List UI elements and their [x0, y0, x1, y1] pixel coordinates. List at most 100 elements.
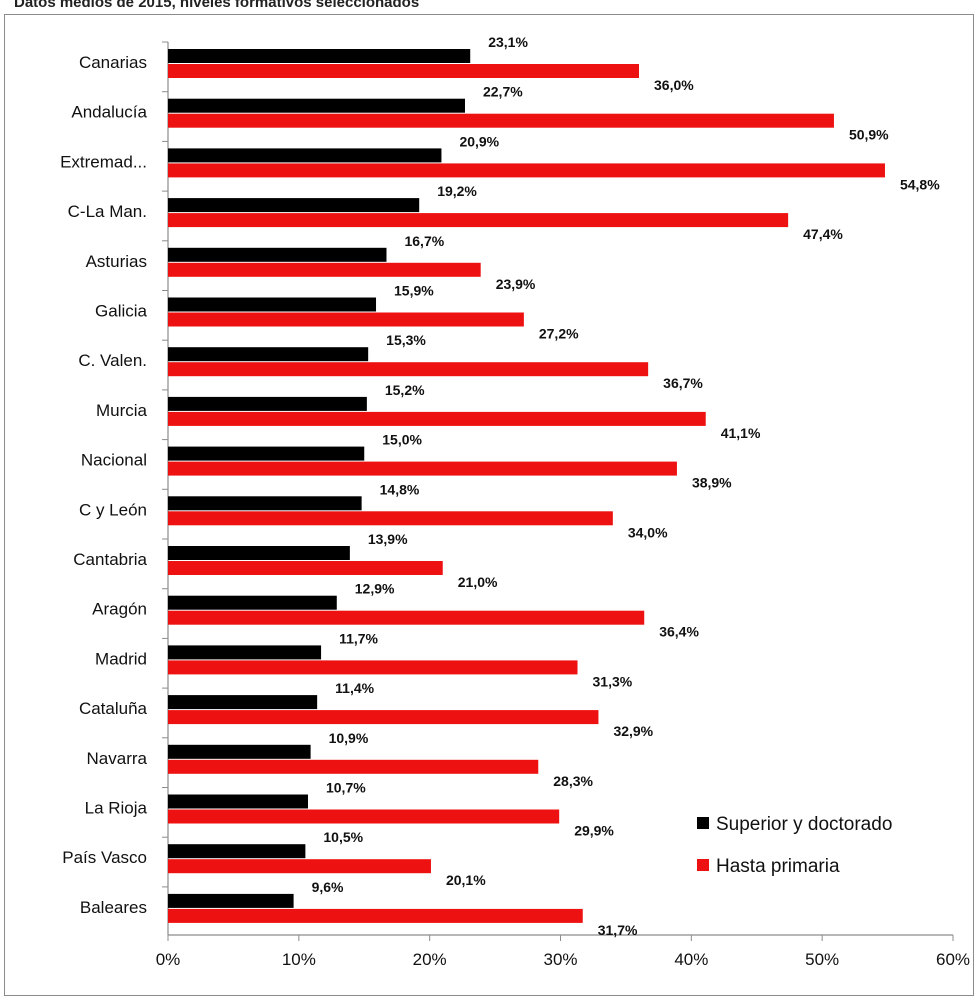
category-label: País Vasco	[62, 848, 147, 867]
legend-swatch	[697, 859, 709, 871]
bar-superior	[168, 298, 376, 312]
bar-primaria	[168, 462, 677, 476]
value-label-superior: 19,2%	[437, 183, 477, 199]
bar-superior	[168, 447, 364, 461]
category-label: Baleares	[80, 898, 147, 917]
category-label: Cataluña	[79, 699, 148, 718]
bar-superior	[168, 695, 317, 709]
bar-superior	[168, 795, 308, 809]
value-label-primaria: 47,4%	[803, 226, 843, 242]
bar-superior	[168, 546, 350, 560]
bar-superior	[168, 645, 321, 659]
value-label-superior: 22,7%	[483, 84, 523, 100]
value-label-primaria: 20,1%	[446, 872, 486, 888]
value-label-primaria: 36,4%	[659, 624, 699, 640]
bar-superior	[168, 347, 368, 361]
category-label: Murcia	[96, 401, 148, 420]
bar-superior	[168, 248, 386, 262]
value-label-primaria: 32,9%	[613, 723, 653, 739]
bar-primaria	[168, 64, 639, 78]
bar-primaria	[168, 810, 559, 824]
value-label-primaria: 29,9%	[574, 823, 614, 839]
value-label-primaria: 31,3%	[593, 673, 633, 689]
bar-primaria	[168, 561, 443, 575]
x-tick-label: 30%	[543, 950, 577, 969]
value-label-primaria: 38,9%	[692, 475, 732, 491]
bar-primaria	[168, 760, 538, 774]
value-label-superior: 9,6%	[312, 879, 344, 895]
value-label-superior: 11,7%	[339, 630, 378, 646]
bar-superior	[168, 49, 470, 63]
value-label-superior: 15,9%	[394, 283, 434, 299]
value-label-primaria: 31,7%	[598, 922, 638, 938]
bar-primaria	[168, 213, 788, 227]
legend-label: Hasta primaria	[716, 856, 840, 877]
category-label: La Rioja	[85, 799, 148, 818]
bar-superior	[168, 496, 362, 510]
bar-superior	[168, 745, 311, 759]
bar-primaria	[168, 511, 613, 525]
category-label: Andalucía	[71, 103, 147, 122]
value-label-primaria: 23,9%	[496, 276, 536, 292]
bar-superior	[168, 99, 465, 113]
category-label: Asturias	[86, 252, 147, 271]
value-label-superior: 13,9%	[368, 531, 408, 547]
bar-primaria	[168, 263, 481, 277]
value-label-superior: 15,3%	[386, 332, 426, 348]
x-tick-label: 10%	[282, 950, 316, 969]
bar-primaria	[168, 362, 648, 376]
value-label-superior: 10,7%	[326, 780, 366, 796]
value-label-superior: 16,7%	[404, 233, 444, 249]
value-label-primaria: 27,2%	[539, 326, 579, 342]
category-label: Extremad...	[60, 152, 147, 171]
bar-superior	[168, 148, 441, 162]
x-tick-label: 60%	[936, 950, 970, 969]
bar-primaria	[168, 412, 706, 426]
value-label-superior: 10,9%	[329, 730, 369, 746]
legend: Superior y doctorado Hasta primaria	[697, 814, 892, 877]
legend-swatch	[697, 817, 709, 829]
value-label-superior: 15,0%	[382, 432, 422, 448]
category-label: Nacional	[81, 451, 147, 470]
bar-superior	[168, 894, 294, 908]
category-label: Navarra	[87, 749, 148, 768]
category-label: Galicia	[95, 302, 148, 321]
value-label-primaria: 36,0%	[654, 77, 694, 93]
bar-primaria	[168, 313, 524, 327]
value-label-superior: 20,9%	[459, 133, 499, 149]
bar-primaria	[168, 163, 885, 177]
x-tick-label: 20%	[413, 950, 447, 969]
bars-layer	[168, 49, 885, 923]
value-label-superior: 11,4%	[335, 680, 374, 696]
value-label-primaria: 36,7%	[663, 375, 703, 391]
value-label-primaria: 34,0%	[628, 524, 668, 540]
category-label: C y León	[79, 500, 147, 519]
category-label: Madrid	[95, 649, 147, 668]
bar-superior	[168, 198, 419, 212]
value-label-primaria: 28,3%	[553, 773, 593, 789]
bar-primaria	[168, 660, 578, 674]
category-label: C. Valen.	[78, 351, 147, 370]
value-label-primaria: 50,9%	[849, 127, 889, 143]
bar-primaria	[168, 710, 598, 724]
bar-superior	[168, 397, 367, 411]
value-label-superior: 10,5%	[323, 829, 363, 845]
value-label-superior: 23,1%	[488, 34, 528, 50]
value-label-superior: 12,9%	[355, 581, 395, 597]
x-tick-label: 50%	[805, 950, 839, 969]
bar-superior	[168, 844, 305, 858]
category-label: Canarias	[79, 53, 147, 72]
value-label-primaria: 21,0%	[458, 574, 498, 590]
x-tick-label: 40%	[674, 950, 708, 969]
bar-primaria	[168, 909, 583, 923]
bar-primaria	[168, 859, 431, 873]
value-label-superior: 15,2%	[385, 382, 425, 398]
value-label-superior: 14,8%	[380, 481, 420, 497]
category-label: Cantabria	[73, 550, 147, 569]
category-label: Aragón	[92, 600, 147, 619]
category-label: C-La Man.	[68, 202, 147, 221]
bar-superior	[168, 596, 337, 610]
value-label-primaria: 41,1%	[721, 425, 761, 441]
bar-primaria	[168, 114, 834, 128]
